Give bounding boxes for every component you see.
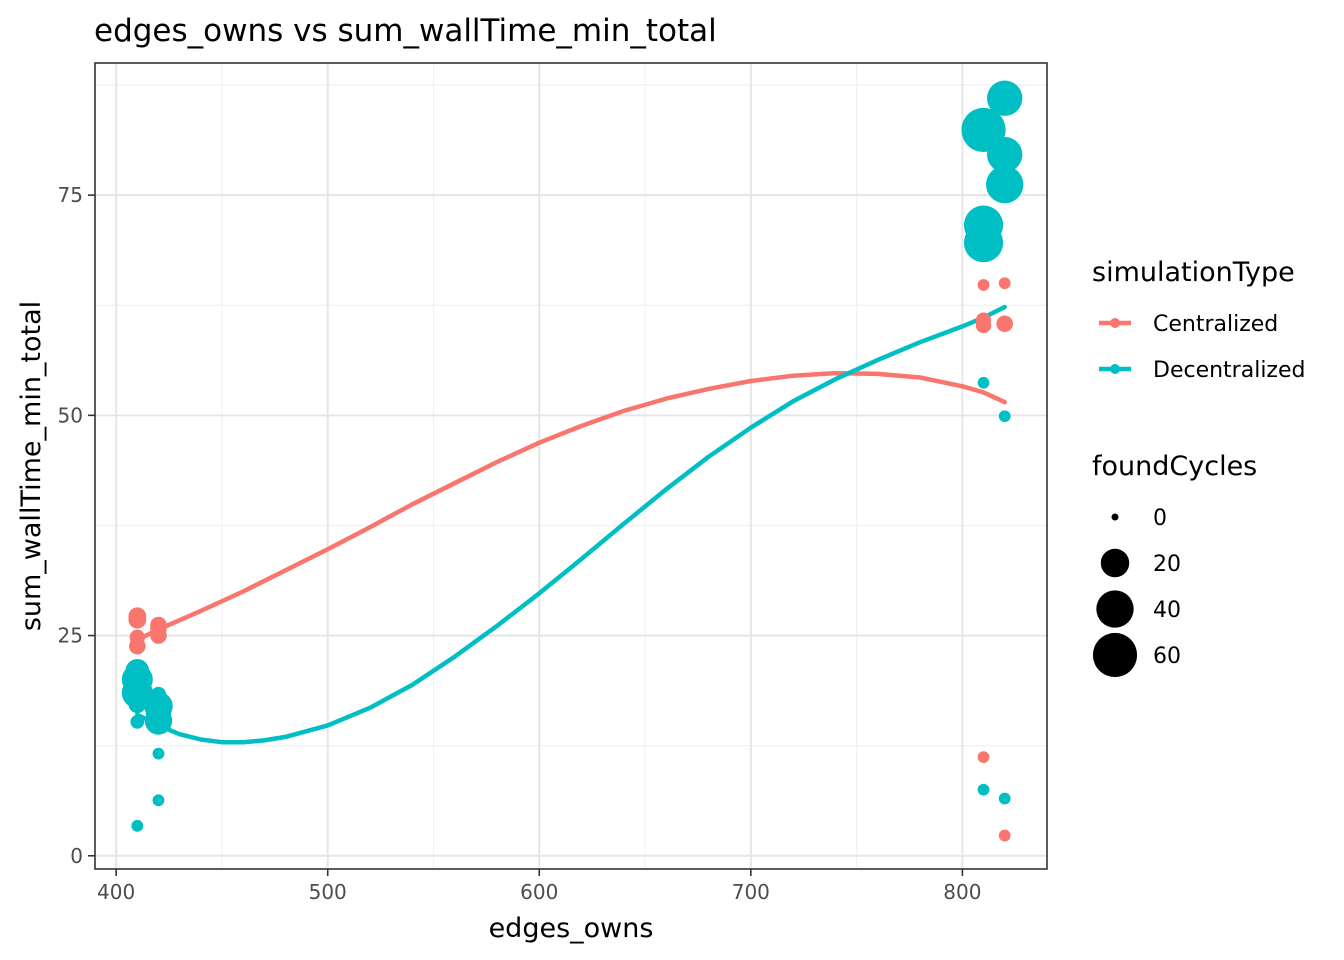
legend-label-decentralized: Decentralized	[1153, 358, 1305, 383]
y-axis-title: sum_wallTime_min_total	[16, 301, 47, 631]
y-tick-label: 0	[70, 844, 83, 868]
smooth-line-decentralized	[135, 304, 1007, 745]
legend-key-point	[1110, 318, 1120, 328]
point-decentralized	[152, 794, 165, 807]
point-decentralized	[128, 695, 147, 714]
point-decentralized	[986, 136, 1023, 173]
point-decentralized	[963, 223, 1004, 263]
legend-color-title: simulationType	[1092, 257, 1295, 288]
x-tick-label: 500	[309, 880, 347, 904]
point-decentralized	[986, 80, 1023, 116]
legend-size-key	[1100, 548, 1130, 578]
point-decentralized	[998, 792, 1011, 805]
x-axis: 400 500 600 700 800	[97, 869, 981, 904]
data-points	[121, 80, 1024, 842]
point-decentralized	[152, 747, 165, 760]
legend-size-label: 40	[1153, 598, 1181, 623]
point-decentralized	[998, 410, 1011, 423]
legend-label-centralized: Centralized	[1153, 312, 1278, 337]
point-decentralized	[977, 783, 990, 796]
point-decentralized	[986, 165, 1024, 204]
smooth-lines	[135, 304, 1007, 745]
point-decentralized	[130, 714, 145, 729]
point-centralized	[128, 610, 147, 629]
x-tick-label: 400	[97, 880, 135, 904]
point-centralized	[129, 637, 146, 655]
x-axis-title: edges_owns	[489, 913, 654, 944]
point-decentralized	[977, 376, 990, 389]
point-centralized	[977, 279, 990, 291]
point-decentralized	[131, 819, 144, 832]
legend-key-point	[1110, 364, 1120, 374]
point-centralized	[977, 751, 990, 764]
x-tick-label: 700	[732, 880, 770, 904]
y-tick-label: 25	[58, 624, 83, 648]
point-decentralized	[144, 707, 173, 735]
point-centralized	[998, 829, 1011, 842]
plot-panel	[94, 62, 1048, 870]
y-tick-label: 50	[58, 403, 83, 427]
x-tick-label: 600	[520, 880, 558, 904]
x-tick-label: 800	[943, 880, 981, 904]
y-axis: 0 25 50 75	[58, 183, 95, 868]
y-tick-label: 75	[58, 183, 83, 207]
legend-size-key	[1092, 632, 1138, 678]
point-centralized	[150, 627, 167, 644]
legend-size-label: 0	[1153, 506, 1167, 531]
panel-border	[94, 62, 1048, 870]
point-centralized	[996, 315, 1013, 333]
legend-size-label: 20	[1153, 552, 1181, 577]
legend-size-key	[1111, 513, 1119, 521]
smooth-line-centralized	[135, 370, 1007, 643]
chart-title: edges_owns vs sum_wallTime_min_total	[94, 13, 717, 49]
grid-lines	[95, 63, 1047, 869]
legend: simulationType CentralizedDecentralized …	[1092, 257, 1305, 678]
panel-background	[95, 63, 1047, 869]
point-centralized	[998, 277, 1011, 290]
legend-size-title: foundCycles	[1092, 451, 1257, 482]
point-centralized	[975, 317, 992, 334]
legend-size-label: 60	[1153, 644, 1181, 669]
legend-size-key	[1096, 590, 1134, 628]
